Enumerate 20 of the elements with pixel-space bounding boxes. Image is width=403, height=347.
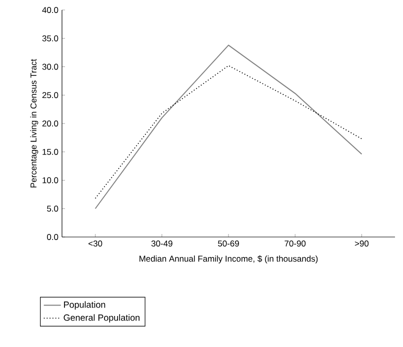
x-tick-label: 30-49: [151, 240, 172, 247]
line-series: [94, 44, 362, 210]
x-axis-title: Median Annual Family Income, $ (in thousands): [140, 255, 318, 264]
y-tick-label: 5.0: [47, 206, 58, 212]
x-tick-label: <30: [88, 240, 102, 247]
line-series: [94, 65, 362, 199]
y-tick-label: 15.0: [42, 148, 58, 155]
x-tick-label: 70-90: [284, 240, 306, 247]
y-tick-label: 40.0: [42, 7, 58, 13]
y-tick-label: 30.0: [42, 64, 58, 70]
y-tick-label: 0.0: [47, 234, 58, 240]
y-tick-label: 35.0: [42, 35, 58, 42]
legend-label: Population: [64, 301, 106, 310]
x-tick-label: >90: [354, 240, 369, 247]
y-tick-label: 25.0: [42, 92, 58, 98]
y-tick-label: 10.0: [42, 177, 58, 184]
x-tick-label: 50-69: [218, 240, 239, 247]
legend-label: General Population: [64, 314, 140, 323]
y-tick-label: 20.0: [42, 120, 58, 126]
y-axis-title: Percentage Living in Census Tract: [30, 59, 38, 188]
